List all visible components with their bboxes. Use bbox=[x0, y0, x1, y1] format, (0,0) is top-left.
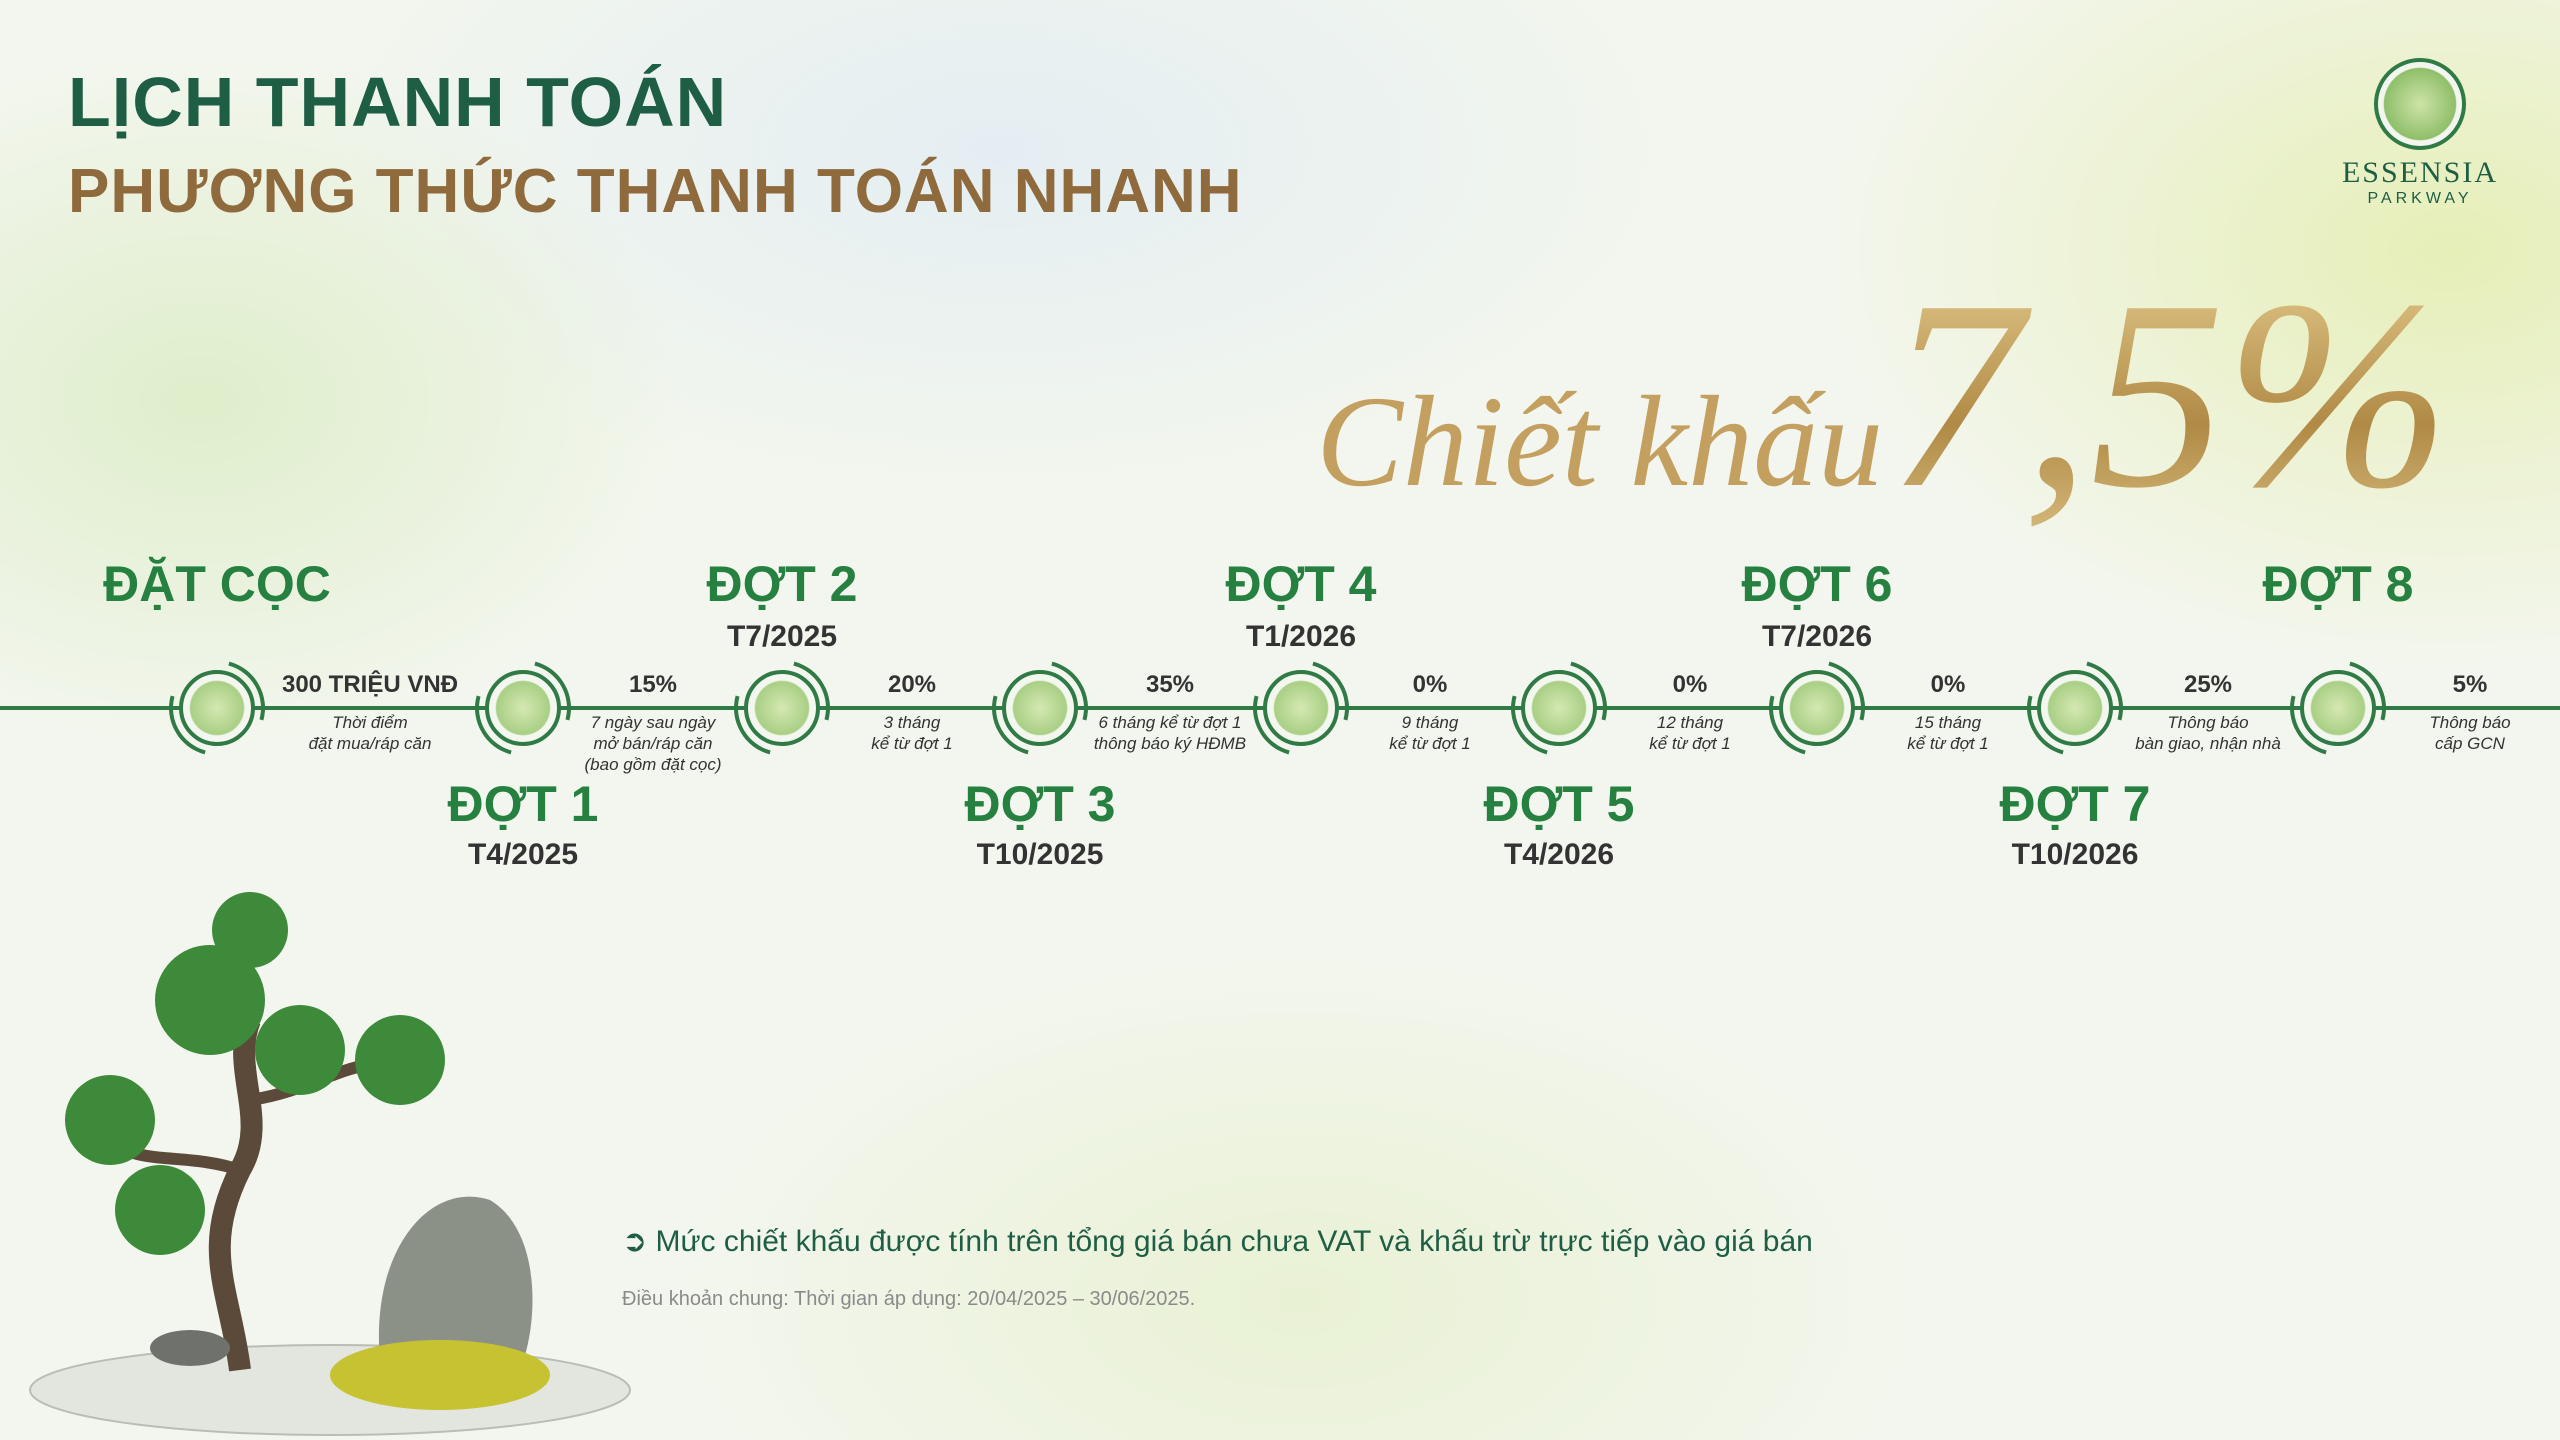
milestone-node-icon bbox=[1521, 670, 1597, 746]
milestone-label: ĐỢT 8 bbox=[2262, 556, 2414, 612]
page-subtitle: PHƯƠNG THỨC THANH TOÁN NHANH bbox=[68, 157, 1243, 226]
milestone-node-icon bbox=[2037, 670, 2113, 746]
discount-label: Chiết khấu bbox=[1316, 370, 1884, 514]
milestone-node-icon bbox=[485, 670, 561, 746]
milestone-label: ĐỢT 7 bbox=[1999, 776, 2151, 832]
segment-description: 15 tháng kể từ đợt 1 bbox=[1907, 713, 1989, 753]
milestone-label: ĐỢT 2 bbox=[706, 556, 858, 612]
segment-amount: 5% bbox=[2452, 671, 2488, 698]
milestone-date: T4/2025 bbox=[467, 838, 579, 871]
bonsai-illustration bbox=[29, 892, 631, 1436]
discount-promo: Chiết khấu 7,5% bbox=[1316, 240, 2450, 550]
segment-amount: 300 TRIỆU VNĐ bbox=[281, 671, 459, 698]
segment-amount: 25% bbox=[2183, 671, 2233, 698]
segment-amount: 15% bbox=[628, 671, 678, 698]
segment-description: Thời điểm đặt mua/ráp căn bbox=[308, 713, 432, 753]
milestone-date: T7/2026 bbox=[1761, 620, 1873, 653]
milestone-label: ĐẶT CỌC bbox=[103, 556, 331, 612]
milestone-date: T4/2026 bbox=[1503, 838, 1615, 871]
arrow-right-icon: ➲ bbox=[622, 1225, 656, 1258]
discount-note-text: Mức chiết khấu được tính trên tổng giá b… bbox=[655, 1225, 1813, 1258]
segment-description: Thông báo cấp GCN bbox=[2429, 713, 2511, 753]
bonsai-logo-icon bbox=[2374, 58, 2466, 150]
discount-value: 7,5% bbox=[1887, 245, 2450, 544]
milestone-label: ĐỢT 3 bbox=[964, 776, 1116, 832]
milestone-label: ĐỢT 6 bbox=[1741, 556, 1893, 612]
segment-description: Thông báo bàn giao, nhận nhà bbox=[2135, 713, 2281, 753]
milestone-node-icon bbox=[1263, 670, 1339, 746]
logo-name: ESSENSIA bbox=[2341, 156, 2499, 189]
milestone-node-icon bbox=[2300, 670, 2376, 746]
milestone-date: T7/2025 bbox=[726, 620, 838, 653]
segment-description: 3 tháng kể từ đợt 1 bbox=[871, 713, 953, 753]
segment-amount: 0% bbox=[1412, 671, 1448, 698]
milestone-date: T10/2026 bbox=[2011, 838, 2139, 871]
segment-description: 6 tháng kể từ đợt 1 thông báo ký HĐMB bbox=[1093, 713, 1247, 753]
logo-subtitle: PARKWAY bbox=[2367, 190, 2473, 207]
milestone-node-icon bbox=[744, 670, 820, 746]
segment-amount: 20% bbox=[887, 671, 937, 698]
segment-description: 9 tháng kể từ đợt 1 bbox=[1389, 713, 1471, 753]
terms-text: Điều khoản chung: Thời gian áp dụng: 20/… bbox=[622, 1288, 1196, 1310]
segment-description: 12 tháng kể từ đợt 1 bbox=[1649, 713, 1731, 753]
milestone-node-icon bbox=[1002, 670, 1078, 746]
discount-note: ➲ Mức chiết khấu được tính trên tổng giá… bbox=[622, 1224, 1813, 1259]
segment-amount: 0% bbox=[1930, 671, 1966, 698]
milestone-label: ĐỢT 5 bbox=[1483, 776, 1635, 832]
milestone-date: T10/2025 bbox=[976, 838, 1104, 871]
milestone-node-icon bbox=[179, 670, 255, 746]
milestone-node-icon bbox=[1779, 670, 1855, 746]
milestone-date: T1/2026 bbox=[1245, 620, 1357, 653]
brand-logo: ESSENSIA PARKWAY bbox=[2320, 58, 2520, 208]
segment-description: 7 ngày sau ngày mở bán/ráp căn (bao gồm … bbox=[584, 713, 722, 774]
page-title: LỊCH THANH TOÁN bbox=[68, 63, 728, 141]
segment-amount: 0% bbox=[1672, 671, 1708, 698]
milestone-label: ĐỢT 4 bbox=[1225, 556, 1377, 612]
milestone-label: ĐỢT 1 bbox=[447, 776, 599, 832]
segment-amount: 35% bbox=[1145, 671, 1195, 698]
